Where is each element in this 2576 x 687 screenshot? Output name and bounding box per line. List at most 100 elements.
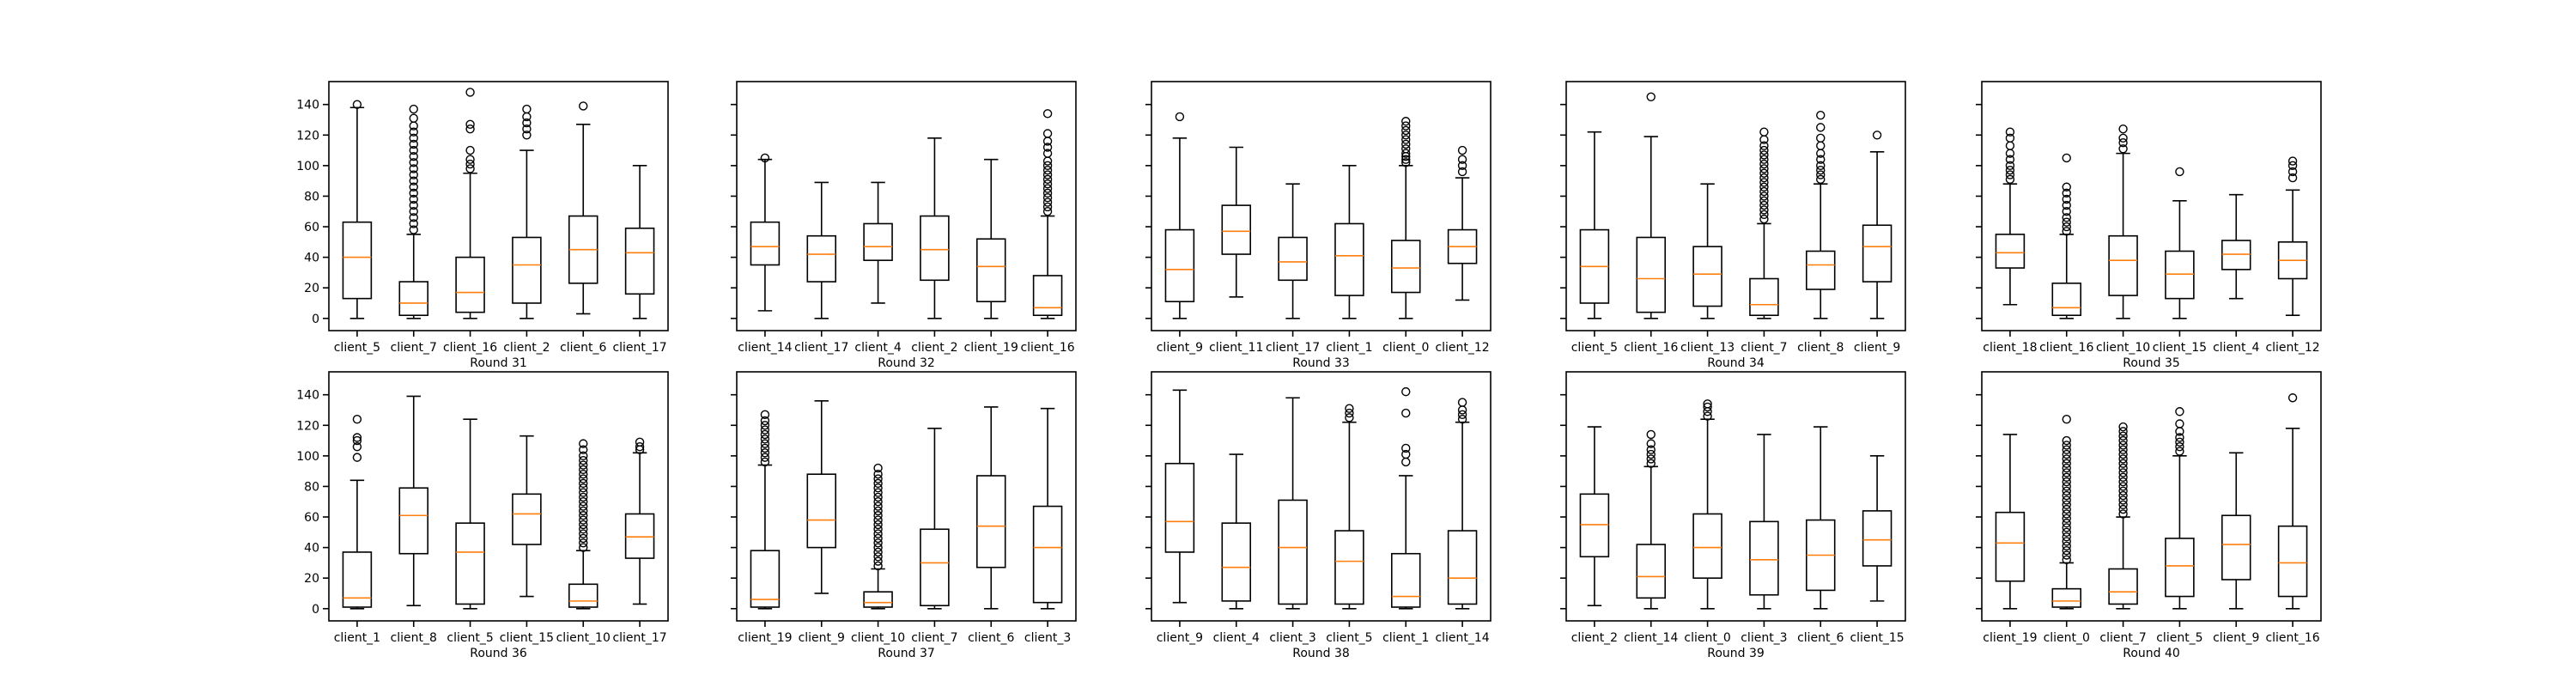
box-iqr (624, 227, 655, 295)
box-client_18 (1995, 127, 2026, 306)
outlier-point (2062, 222, 2071, 232)
outlier-point (409, 176, 418, 185)
outlier-point (579, 439, 588, 448)
box-client_0 (1692, 399, 1722, 610)
box-client_10 (863, 463, 893, 610)
outlier-point (1816, 133, 1826, 143)
outlier-point (352, 414, 362, 424)
outlier-point (352, 435, 362, 446)
outlier-point (1042, 184, 1053, 193)
outlier-point (409, 207, 418, 216)
outlier-point (409, 104, 418, 114)
outlier-point (579, 520, 588, 530)
y-tick-label: 140 (296, 389, 319, 403)
outlier-point (2118, 133, 2128, 143)
box-client_14 (750, 153, 781, 312)
x-tick-label: client_14 (1435, 631, 1489, 645)
x-tick-label: client_16 (2265, 631, 2319, 645)
x-tick-label: client_0 (1382, 341, 1429, 355)
outlier-point (579, 497, 588, 507)
x-tick-label: client_6 (1797, 631, 1844, 645)
outlier-point (2118, 422, 2128, 432)
outlier-point (2005, 170, 2015, 179)
outlier-point (579, 525, 588, 534)
outlier-point (465, 124, 475, 134)
outlier-point (635, 441, 645, 452)
outlier-point (1457, 155, 1467, 164)
box-client_5 (1579, 131, 1610, 319)
outlier-point (1401, 117, 1411, 126)
outlier-point (579, 511, 588, 520)
box-client_11 (1221, 146, 1252, 298)
outlier-point (873, 543, 883, 552)
x-tick-label: client_17 (612, 341, 666, 355)
box-iqr (1164, 228, 1195, 302)
outlier-point (409, 200, 418, 210)
outlier-point (1816, 141, 1826, 150)
outlier-point (2062, 188, 2071, 198)
outlier-point (1646, 429, 1656, 440)
round-label: Round 40 (2123, 647, 2180, 660)
box-iqr (342, 551, 373, 608)
outlier-point (760, 421, 770, 430)
outlier-point (579, 529, 588, 538)
box-iqr (1164, 462, 1195, 553)
outlier-point (873, 520, 883, 530)
subplot-round-35: client_18 client_16 client_10 client_15 clie… (1976, 81, 2322, 370)
box-iqr (1749, 520, 1779, 596)
outlier-point (2062, 441, 2071, 450)
outlier-point (1816, 155, 1826, 164)
outlier-point (579, 502, 588, 511)
box-client_8 (1805, 110, 1836, 319)
outlier-point (1401, 457, 1411, 467)
box-client_2 (512, 104, 542, 319)
plot-frame (1981, 81, 2322, 331)
outlier-point (2062, 468, 2071, 477)
box-client_5 (1334, 404, 1364, 610)
outlier-point (1759, 182, 1769, 192)
x-tick-label: client_15 (2153, 341, 2207, 355)
subplot-round-32: client_14 client_17 client_4 client_2 client… (731, 81, 1077, 370)
outlier-point (2062, 217, 2071, 227)
box-client_16 (2051, 153, 2082, 319)
x-tick-label: client_10 (2096, 341, 2150, 355)
box-client_7 (2108, 422, 2138, 610)
x-tick-label: client_9 (1157, 631, 1203, 645)
outlier-point (873, 552, 883, 562)
outlier-point (2062, 207, 2071, 216)
x-tick-label: client_12 (1435, 341, 1489, 355)
x-tick-label: client_19 (964, 341, 1018, 355)
box-client_4 (1221, 453, 1252, 610)
outlier-point (352, 441, 362, 452)
box-client_0 (1390, 117, 1421, 319)
outlier-point (1401, 155, 1411, 164)
outlier-point (1759, 196, 1769, 205)
outlier-point (1401, 139, 1411, 149)
outlier-point (579, 538, 588, 548)
outlier-point (2005, 161, 2015, 171)
outlier-point (409, 194, 418, 204)
outlier-point (409, 225, 418, 234)
outlier-point (1759, 150, 1769, 160)
outlier-point (465, 119, 475, 130)
outlier-point (579, 478, 588, 489)
outlier-point (1759, 192, 1769, 201)
outlier-point (2118, 435, 2128, 446)
outlier-point (873, 492, 883, 502)
x-tick-label: client_0 (2044, 631, 2090, 645)
outlier-point (2287, 173, 2298, 183)
box-iqr (1447, 530, 1478, 605)
outlier-point (1042, 198, 1053, 207)
outlier-point (409, 133, 418, 143)
y-tick-label: 60 (304, 511, 319, 525)
y-tick-label: 60 (304, 221, 319, 234)
box-client_14 (1447, 398, 1478, 610)
outlier-point (760, 457, 770, 467)
outlier-point (579, 101, 588, 111)
x-tick-label: client_3 (1024, 631, 1071, 645)
box-client_17 (806, 181, 837, 319)
outlier-point (2287, 393, 2298, 403)
round-label: Round 31 (470, 356, 527, 370)
x-tick-label: client_5 (2156, 631, 2202, 645)
